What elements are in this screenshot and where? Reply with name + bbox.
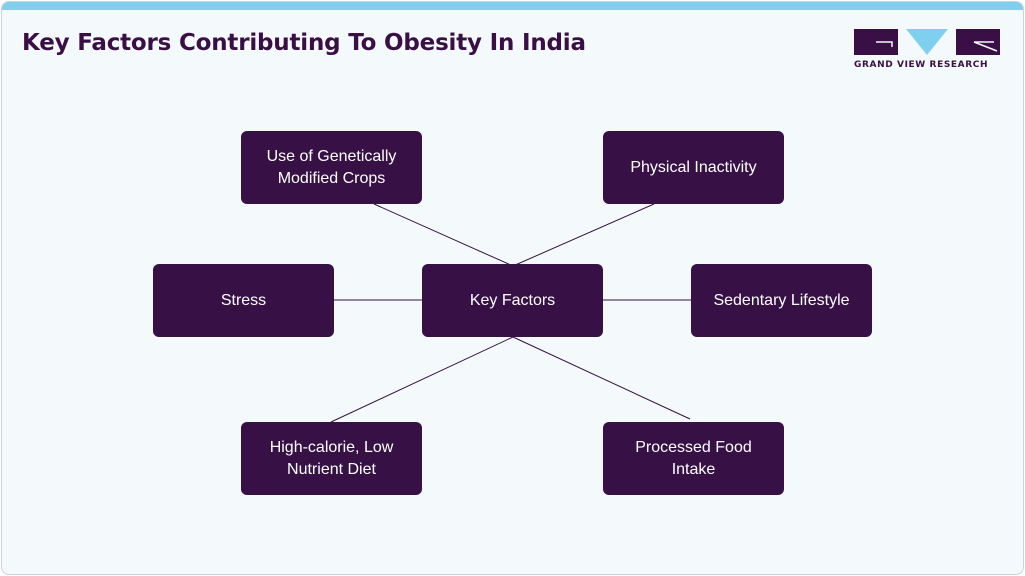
factor-node-sedentary-lifestyle: Sedentary Lifestyle [691, 264, 872, 337]
factor-node-high-calorie-diet: High-calorie, Low Nutrient Diet [241, 422, 422, 495]
factor-label: High-calorie, Low Nutrient Diet [269, 438, 394, 478]
center-node-key-factors: Key Factors [422, 264, 603, 337]
page-title: Key Factors Contributing To Obesity In I… [22, 30, 586, 56]
center-label: Key Factors [469, 291, 556, 309]
factor-label: Physical Inactivity [630, 158, 757, 176]
connector-bottom-right [512, 336, 691, 420]
factor-label: Stress [220, 291, 267, 309]
factor-label: Sedentary Lifestyle [713, 291, 850, 309]
connector-top-left [373, 203, 514, 267]
grand-view-research-logo: GRAND VIEW RESEARCH [854, 29, 1000, 73]
factor-node-physical-inactivity: Physical Inactivity [603, 131, 784, 204]
factor-label: Processed Food Intake [635, 438, 752, 478]
factor-label: Use of Genetically Modified Crops [266, 147, 397, 187]
factor-node-genetically-modified-crops: Use of Genetically Modified Crops [241, 131, 422, 204]
factor-node-stress: Stress [153, 264, 334, 337]
logo-mark-icon [854, 29, 1000, 55]
logo-text: GRAND VIEW RESEARCH [854, 60, 989, 70]
connector-top-right [512, 203, 655, 267]
factor-node-processed-food-intake: Processed Food Intake [603, 422, 784, 495]
connector-bottom-left [330, 336, 514, 423]
top-accent-bar [2, 2, 1023, 10]
